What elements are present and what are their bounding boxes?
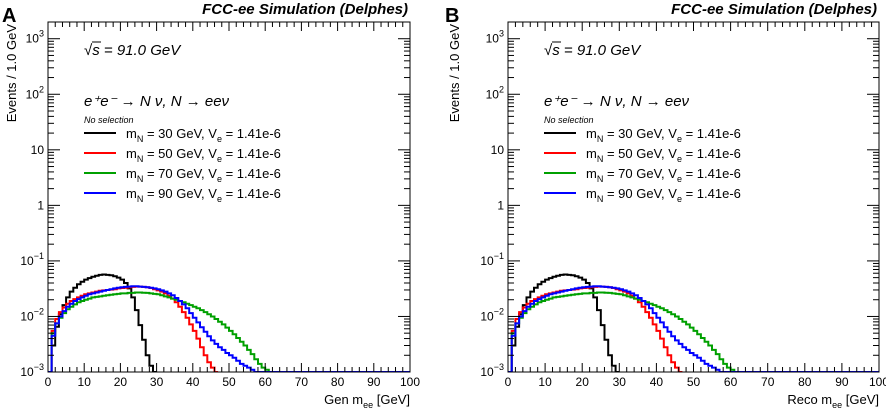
x-tick-label: 30 xyxy=(150,375,164,389)
panel-label: A xyxy=(2,5,16,27)
chart-title: FCC-ee Simulation (Delphes) xyxy=(671,1,877,18)
y-axis: 10−3 10−2 10−1 1 10 102 103 xyxy=(480,21,879,379)
y-tick-label: 10−1 xyxy=(20,251,44,268)
y-axis: 10−3 10−2 10−1 1 10 102 103 xyxy=(20,21,410,379)
y-tick-label: 1 xyxy=(37,198,44,212)
series-m50-line xyxy=(508,285,683,372)
y-tick-label: 10−2 xyxy=(20,306,44,323)
selection-annotation: No selection xyxy=(84,115,134,125)
x-tick-label: 70 xyxy=(761,375,775,389)
x-tick-label: 10 xyxy=(538,375,552,389)
x-tick-label: 40 xyxy=(650,375,664,389)
legend: mN = 30 GeV, Ve = 1.41e-6 mN = 50 GeV, Ve… xyxy=(84,126,281,204)
series-m90-line xyxy=(508,285,879,372)
y-tick-label: 10−3 xyxy=(20,362,44,379)
y-tick-label: 103 xyxy=(486,29,504,46)
legend-entry-m90: mN = 90 GeV, Ve = 1.41e-6 xyxy=(586,186,741,204)
selection-annotation: No selection xyxy=(544,115,594,125)
histograms xyxy=(508,273,879,372)
x-tick-label: 0 xyxy=(505,375,512,389)
x-tick-label: 30 xyxy=(613,375,627,389)
legend-entry-m30: mN = 30 GeV, Ve = 1.41e-6 xyxy=(586,126,741,144)
legend-entry-m70: mN = 70 GeV, Ve = 1.41e-6 xyxy=(586,166,741,184)
x-axis: 0 10 20 30 40 50 60 70 80 90 100 xyxy=(505,22,886,389)
x-tick-label: 80 xyxy=(798,375,812,389)
x-tick-label: 100 xyxy=(400,375,420,389)
y-tick-label: 10 xyxy=(31,143,45,157)
legend-entry-m70: mN = 70 GeV, Ve = 1.41e-6 xyxy=(126,166,281,184)
x-axis: 0 10 20 30 40 50 60 70 80 90 100 xyxy=(45,22,420,389)
y-axis-label: Events / 1.0 GeV xyxy=(4,24,19,123)
legend-entry-m30: mN = 30 GeV, Ve = 1.41e-6 xyxy=(126,126,281,144)
chart-title: FCC-ee Simulation (Delphes) xyxy=(202,1,408,18)
process-annotation: e⁺e⁻ → N ν, N → eeν xyxy=(84,93,230,110)
histograms xyxy=(48,273,410,372)
y-tick-label: 102 xyxy=(486,84,504,101)
y-tick-label: 10 xyxy=(491,143,505,157)
x-tick-label: 70 xyxy=(295,375,309,389)
x-tick-label: 80 xyxy=(331,375,345,389)
series-m70-line xyxy=(508,291,738,372)
process-annotation: e⁺e⁻ → N ν, N → eeν xyxy=(544,93,690,110)
x-tick-label: 20 xyxy=(576,375,590,389)
series-m30-line xyxy=(508,273,620,372)
y-tick-label: 102 xyxy=(26,84,44,101)
x-tick-label: 100 xyxy=(869,375,886,389)
sqrt-s-annotation: √s = 91.0 GeV xyxy=(544,42,642,59)
x-tick-label: 60 xyxy=(724,375,738,389)
x-tick-label: 60 xyxy=(259,375,273,389)
x-tick-label: 50 xyxy=(687,375,701,389)
y-tick-label: 10−3 xyxy=(480,362,504,379)
legend-entry-m50: mN = 50 GeV, Ve = 1.41e-6 xyxy=(126,146,281,164)
x-tick-label: 10 xyxy=(78,375,92,389)
legend: mN = 30 GeV, Ve = 1.41e-6 mN = 50 GeV, Ve… xyxy=(544,126,741,204)
series-m30-line xyxy=(48,273,157,372)
y-tick-label: 10−1 xyxy=(480,251,504,268)
series-m70-line xyxy=(48,291,273,372)
panel-a: A FCC-ee Simulation (Delphes) 0 10 20 30 40 50 6… xyxy=(2,1,420,410)
x-tick-label: 90 xyxy=(367,375,381,389)
legend-entry-m90: mN = 90 GeV, Ve = 1.41e-6 xyxy=(126,186,281,204)
y-tick-label: 1 xyxy=(497,198,504,212)
x-tick-label: 50 xyxy=(222,375,236,389)
x-axis-label: Gen mee [GeV] xyxy=(324,392,410,410)
series-m50-line xyxy=(48,285,219,372)
x-tick-label: 20 xyxy=(114,375,128,389)
sqrt-s-annotation: √s = 91.0 GeV xyxy=(84,42,182,59)
series-m90-line xyxy=(48,285,410,372)
x-tick-label: 90 xyxy=(835,375,849,389)
y-axis-label: Events / 1.0 GeV xyxy=(447,24,462,123)
x-tick-label: 40 xyxy=(186,375,200,389)
x-tick-label: 0 xyxy=(45,375,52,389)
x-axis-label: Reco mee [GeV] xyxy=(787,392,879,410)
legend-entry-m50: mN = 50 GeV, Ve = 1.41e-6 xyxy=(586,146,741,164)
panel-label: B xyxy=(445,5,459,27)
y-tick-label: 10−2 xyxy=(480,306,504,323)
y-tick-label: 103 xyxy=(26,29,44,46)
panel-b: B FCC-ee Simulation (Delphes) 0 10 20 30 40 50 6… xyxy=(445,1,886,410)
